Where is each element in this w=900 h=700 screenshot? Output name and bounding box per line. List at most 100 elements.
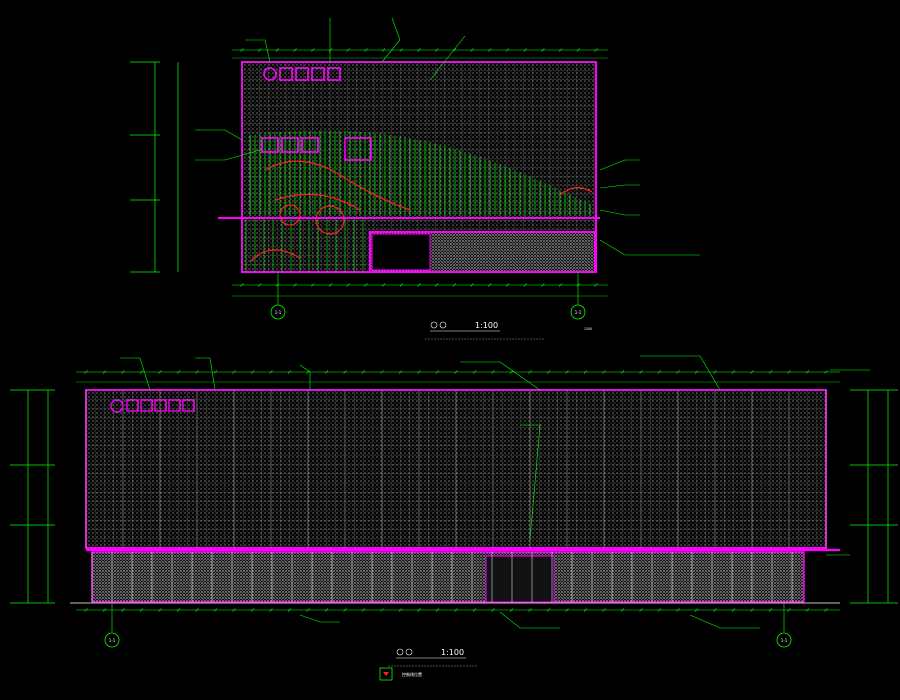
dim-tick [435, 370, 440, 374]
dim-tick [343, 608, 347, 612]
dim-tick [121, 370, 125, 374]
dim-tick [195, 608, 199, 612]
top-axis-left-label: 1-1 [275, 310, 282, 315]
dim-tick [472, 370, 477, 374]
dim-tick [824, 608, 828, 612]
bottom-dimension-top [76, 370, 840, 383]
dim-tick [528, 608, 532, 612]
dim-tick [380, 608, 384, 612]
dim-tick [541, 283, 545, 287]
bottom-right-dimensions [850, 389, 898, 604]
dim-tick [434, 48, 439, 52]
dim-tick [364, 283, 368, 287]
dim-tick [364, 48, 368, 52]
dim-tick [505, 283, 510, 287]
dim-tick [250, 608, 255, 612]
top-title-block: 1:100 [425, 321, 545, 340]
dim-tick [491, 608, 495, 612]
dim-tick [558, 283, 563, 287]
dim-tick [195, 370, 199, 374]
dim-tick [381, 48, 386, 52]
dim-tick [768, 370, 773, 374]
dim-tick [311, 48, 315, 52]
dim-tick [558, 48, 563, 52]
top-title: 1:100 [475, 321, 498, 330]
dim-tick [380, 370, 384, 374]
top-logo [261, 67, 372, 161]
dim-tick [324, 608, 329, 612]
dim-tick [139, 370, 144, 374]
dim-tick [676, 608, 680, 612]
dim-tick [213, 608, 218, 612]
dim-tick [176, 608, 181, 612]
dim-tick [398, 370, 403, 374]
dim-tick [257, 283, 262, 287]
dim-tick [158, 370, 162, 374]
legend: 控制线位置 [379, 667, 422, 681]
dim-tick [139, 608, 144, 612]
dim-tick [576, 48, 581, 52]
dim-tick [399, 283, 404, 287]
dim-tick [488, 48, 492, 52]
dim-tick [417, 608, 421, 612]
dim-tick [454, 370, 458, 374]
dim-tick [620, 370, 625, 374]
dim-tick [269, 608, 273, 612]
bottom-entrance [485, 555, 555, 603]
dim-tick [768, 608, 773, 612]
dim-tick [713, 370, 717, 374]
bottom-storefront-grid [91, 552, 793, 602]
dim-tick [250, 370, 255, 374]
dim-tick [565, 370, 569, 374]
dim-tick [488, 283, 492, 287]
dim-tick [346, 283, 350, 287]
dim-tick [311, 283, 315, 287]
dim-tick [84, 370, 88, 374]
legend-label: 控制线位置 [402, 671, 422, 677]
dim-tick [324, 370, 329, 374]
dim-tick [565, 608, 569, 612]
dim-tick [583, 608, 588, 612]
top-axis-right-label: 1-1 [575, 310, 582, 315]
dim-tick [434, 283, 439, 287]
bottom-logo [110, 399, 195, 413]
dim-tick [546, 608, 551, 612]
dim-tick [509, 608, 514, 612]
top-dimension-top [232, 48, 608, 59]
bottom-axis-left-label: 1-1 [109, 638, 116, 643]
bottom-left-dimensions [10, 389, 55, 604]
dim-tick [470, 283, 474, 287]
dim-tick [523, 283, 527, 287]
bottom-elevation: 1-1 1-1 1:100 [10, 355, 898, 667]
dim-tick [639, 370, 643, 374]
dim-tick [750, 608, 754, 612]
dim-tick [594, 48, 598, 52]
dim-tick [505, 48, 510, 52]
dim-tick [750, 370, 754, 374]
dim-tick [176, 370, 181, 374]
dim-tick [293, 283, 297, 287]
top-entrance [371, 233, 431, 271]
dim-tick [232, 608, 236, 612]
dim-tick [470, 48, 474, 52]
top-elevation: 1-1 1-1 1200 1:100 [130, 17, 700, 340]
top-leaders [195, 17, 700, 256]
dim-tick [805, 608, 810, 612]
dim-tick [121, 608, 125, 612]
dim-tick [713, 608, 717, 612]
dim-tick [346, 48, 350, 52]
dim-tick [694, 370, 699, 374]
top-green-fins [245, 130, 591, 272]
dim-tick [328, 48, 333, 52]
dim-tick [594, 283, 598, 287]
dim-tick [824, 370, 828, 374]
dim-tick [417, 283, 421, 287]
dim-tick [417, 48, 421, 52]
dim-tick [361, 608, 366, 612]
top-dimension-bottom [232, 283, 608, 297]
dim-tick [523, 48, 527, 52]
dim-tick [158, 608, 162, 612]
dim-tick [240, 283, 244, 287]
dim-tick [694, 608, 699, 612]
